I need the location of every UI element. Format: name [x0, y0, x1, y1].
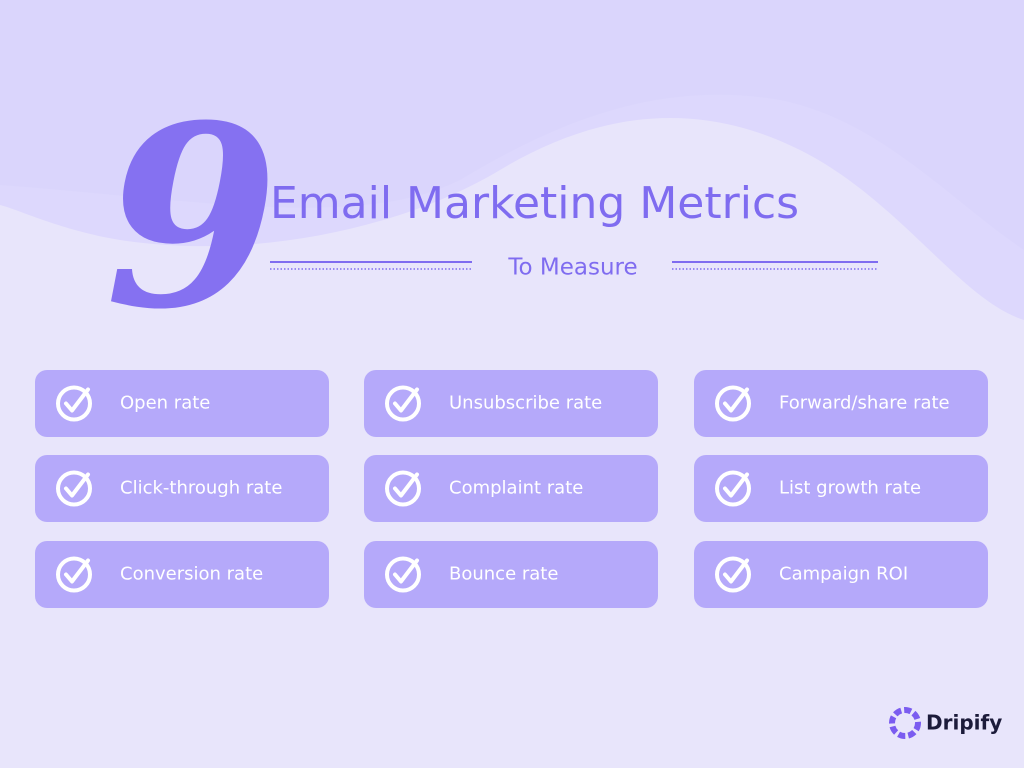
- check-mark: [723, 387, 749, 413]
- metric-card: Click-through rate: [35, 455, 329, 522]
- check-icon: [385, 470, 421, 507]
- metric-label: Unsubscribe rate: [449, 393, 602, 414]
- metric-card: Unsubscribe rate: [364, 370, 658, 437]
- brand-name: Dripify: [926, 711, 1002, 735]
- check-icon: [385, 385, 421, 422]
- metric-card: Open rate: [35, 370, 329, 437]
- check-mark: [64, 558, 90, 584]
- metric-card: Bounce rate: [364, 541, 658, 608]
- check-mark: [723, 472, 749, 498]
- card-background: [694, 541, 988, 608]
- check-icon: [715, 470, 751, 507]
- subtitle: To Measure: [507, 255, 637, 281]
- card-background: [35, 541, 329, 608]
- check-mark: [393, 472, 419, 498]
- card-background: [364, 541, 658, 608]
- check-icon: [56, 385, 92, 422]
- check-icon: [715, 556, 751, 593]
- metric-label: Bounce rate: [449, 564, 558, 585]
- card-background: [364, 370, 658, 437]
- metric-label: List growth rate: [779, 478, 921, 499]
- metric-label: Forward/share rate: [779, 393, 950, 414]
- check-icon: [56, 556, 92, 593]
- metric-label: Campaign ROI: [779, 564, 908, 585]
- metric-card: Campaign ROI: [694, 541, 988, 608]
- check-mark: [393, 387, 419, 413]
- card-background: [694, 455, 988, 522]
- metric-label: Conversion rate: [120, 564, 263, 585]
- check-mark: [64, 387, 90, 413]
- divider: [270, 261, 878, 270]
- check-icon: [385, 556, 421, 593]
- card-background: [35, 370, 329, 437]
- check-icon: [715, 385, 751, 422]
- card-background: [694, 370, 988, 437]
- check-mark: [393, 558, 419, 584]
- metric-label: Open rate: [120, 393, 210, 414]
- big-number: 9: [105, 70, 279, 364]
- cards: Open rate Unsubscribe rate Forward/share r…: [35, 370, 988, 608]
- metric-card: Conversion rate: [35, 541, 329, 608]
- check-mark: [64, 472, 90, 498]
- metric-card: Forward/share rate: [694, 370, 988, 437]
- metric-card: Complaint rate: [364, 455, 658, 522]
- background-wave: [0, 0, 1024, 250]
- metric-label: Click-through rate: [120, 478, 282, 499]
- brand-logo: [889, 707, 921, 739]
- check-mark: [723, 558, 749, 584]
- check-icon: [56, 470, 92, 507]
- card-background: [364, 455, 658, 522]
- metric-card: List growth rate: [694, 455, 988, 522]
- card-background: [35, 455, 329, 522]
- metric-label: Complaint rate: [449, 478, 583, 499]
- title: Email Marketing Metrics: [270, 178, 799, 229]
